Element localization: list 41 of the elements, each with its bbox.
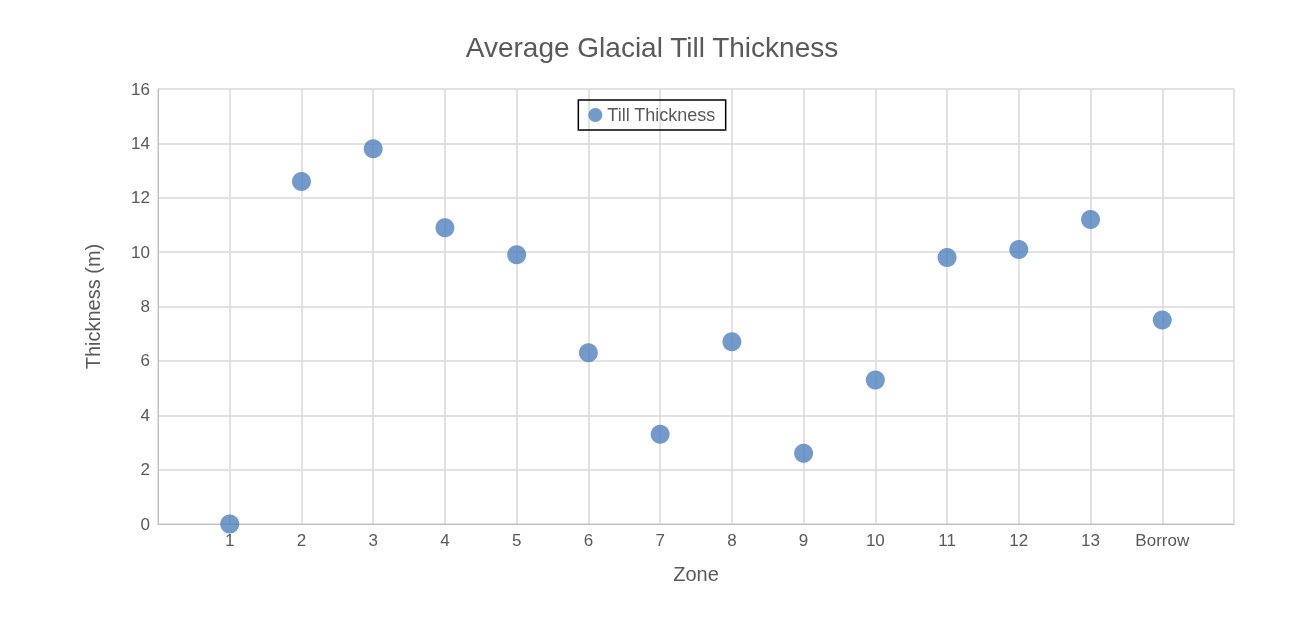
point — [578, 343, 598, 363]
point — [722, 332, 742, 352]
y-tick-label: 16 — [131, 79, 150, 99]
x-tick-label: 1 — [225, 531, 235, 550]
chart-title: Average Glacial Till Thickness — [465, 31, 839, 63]
point — [1152, 310, 1172, 330]
y-tick-label: 14 — [131, 133, 150, 153]
x-tick-label: 5 — [511, 531, 522, 550]
x-tick-label: 4 — [440, 531, 450, 550]
x-tick-label: 10 — [865, 531, 885, 550]
point — [1009, 239, 1029, 259]
point — [650, 424, 670, 444]
point — [507, 245, 527, 265]
y-tick-label: 12 — [131, 188, 150, 208]
x-tick-label: 2 — [296, 531, 307, 550]
point — [1081, 210, 1101, 229]
y-tick-label: 4 — [140, 405, 150, 425]
x-tick-label: 12 — [1009, 531, 1029, 550]
x-tick-label: 6 — [583, 531, 594, 550]
point — [865, 370, 885, 390]
x-axis-title: Zone — [673, 563, 719, 585]
x-tick-label: 11 — [938, 531, 956, 550]
y-axis-title: Thickness (m) — [82, 243, 104, 370]
y-tick-label: 2 — [140, 460, 150, 480]
y-tick-label: 10 — [131, 242, 150, 262]
point — [937, 248, 957, 268]
point — [435, 218, 455, 238]
x-tick-label: Borrow — [1135, 531, 1190, 550]
point — [291, 171, 311, 191]
x-tick-label: 8 — [727, 531, 737, 550]
point — [794, 443, 814, 463]
point — [220, 514, 240, 534]
legend-label: Till Thickness — [607, 105, 716, 125]
point — [363, 139, 383, 159]
x-tick-label: 3 — [368, 531, 378, 550]
x-tick-label: 9 — [798, 531, 809, 550]
y-tick-label: 8 — [140, 297, 150, 316]
x-tick-label: 13 — [1081, 531, 1100, 550]
y-tick-label: 0 — [140, 514, 150, 534]
x-tick-label: 7 — [655, 531, 665, 550]
y-tick-label: 6 — [140, 351, 150, 371]
